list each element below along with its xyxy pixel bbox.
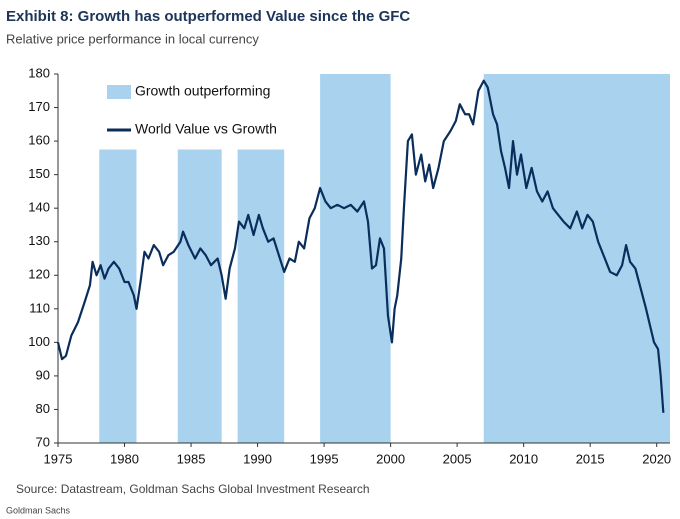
x-tick-label: 1990 [243, 451, 272, 466]
y-tick-label: 90 [36, 367, 50, 382]
y-tick-label: 110 [29, 300, 50, 315]
series-line [56, 79, 665, 413]
y-tick-label: 80 [36, 401, 50, 416]
footer: Goldman Sachs [6, 505, 71, 515]
y-tick-label: 140 [28, 200, 50, 215]
chart-subtitle: Relative price performance in local curr… [6, 31, 259, 46]
shaded-region [320, 74, 391, 443]
shaded-region [483, 74, 670, 443]
legend-label: World Value vs Growth [135, 121, 277, 137]
y-tick-label: 170 [28, 99, 50, 114]
x-tick-label: 1980 [110, 451, 139, 466]
y-tick-label: 180 [28, 65, 50, 80]
x-tick-label: 2000 [376, 451, 405, 466]
y-tick-label: 120 [28, 267, 50, 282]
y-tick-label: 70 [36, 434, 50, 449]
x-tick-label: 2010 [509, 451, 538, 466]
x-tick-label: 2005 [443, 451, 472, 466]
x-tick-label: 2020 [642, 451, 671, 466]
source: Source: Datastream, Goldman Sachs Global… [16, 482, 370, 496]
legend-label: Growth outperforming [135, 83, 270, 99]
y-tick-label: 130 [28, 233, 50, 248]
x-tick-label: 1975 [44, 451, 73, 466]
y-tick-label: 150 [28, 166, 50, 181]
chart-title: Exhibit 8: Growth has outperformed Value… [6, 8, 410, 25]
shaded-region [177, 149, 222, 443]
shaded-region [237, 149, 285, 443]
legend-swatch [107, 85, 131, 99]
y-tick-label: 160 [28, 133, 50, 148]
x-tick-label: 1985 [177, 451, 206, 466]
y-tick-label: 100 [28, 334, 50, 349]
shaded-region [99, 149, 137, 443]
x-tick-label: 2015 [576, 451, 605, 466]
x-tick-label: 1995 [310, 451, 339, 466]
